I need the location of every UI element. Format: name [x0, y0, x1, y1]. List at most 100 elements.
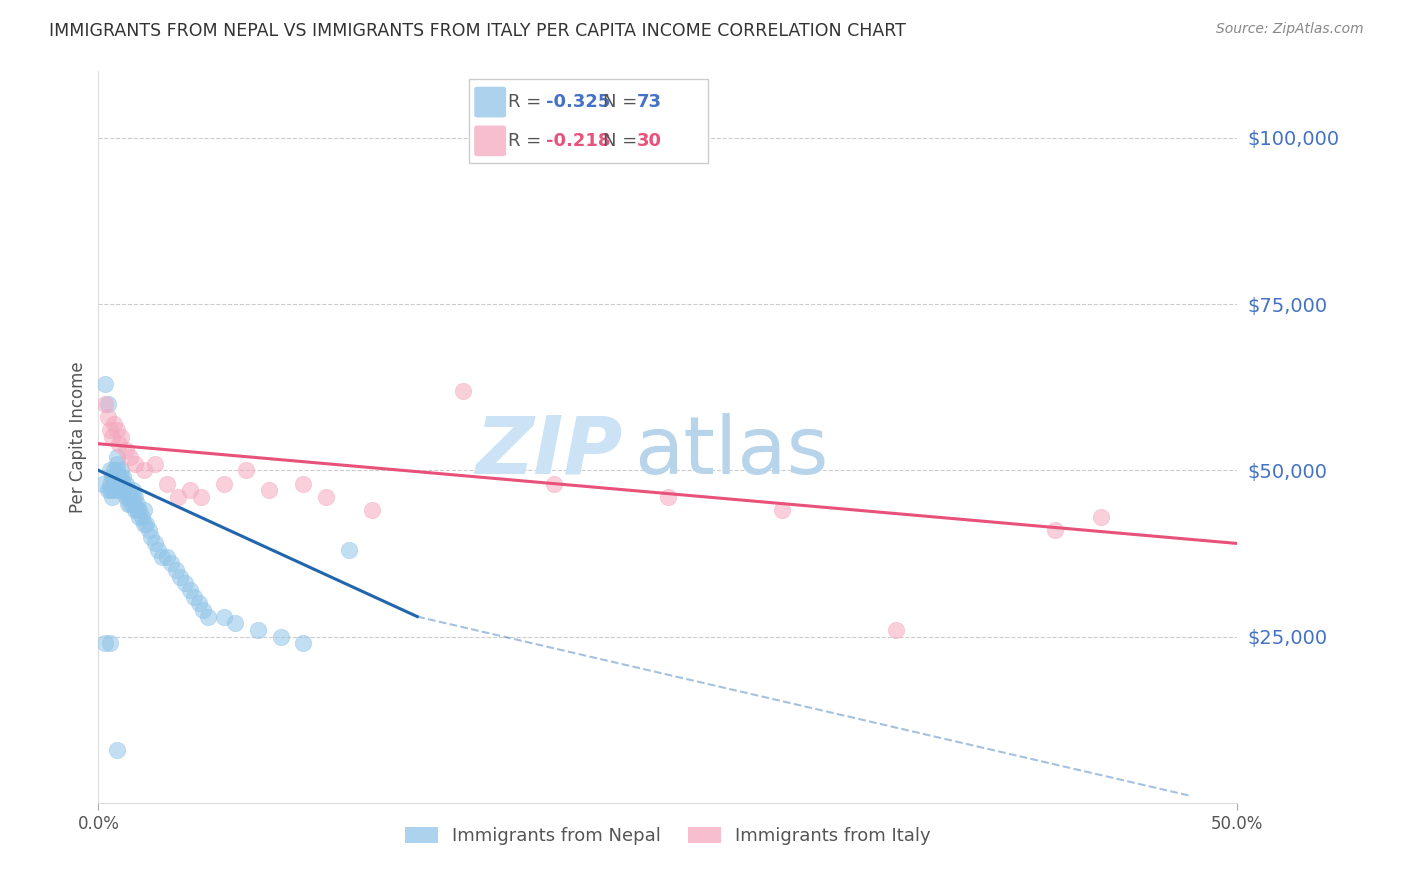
- Text: 73: 73: [637, 93, 662, 112]
- Point: [124, 457, 146, 471]
- Point: [190, 490, 212, 504]
- Point: [120, 450, 142, 464]
- Point: [165, 563, 187, 577]
- Text: -0.218: -0.218: [546, 132, 610, 150]
- Point: [105, 457, 128, 471]
- Point: [212, 609, 235, 624]
- Point: [124, 503, 146, 517]
- Point: [110, 483, 132, 498]
- Point: [117, 490, 139, 504]
- Point: [224, 616, 246, 631]
- Y-axis label: Per Capita Income: Per Capita Income: [69, 361, 87, 513]
- Point: [156, 476, 179, 491]
- Point: [183, 590, 205, 604]
- Text: Source: ZipAtlas.com: Source: ZipAtlas.com: [1216, 22, 1364, 37]
- Point: [197, 609, 219, 624]
- Point: [96, 397, 118, 411]
- Text: -0.325: -0.325: [546, 93, 610, 112]
- Point: [94, 636, 117, 650]
- Point: [98, 476, 121, 491]
- Point: [169, 570, 191, 584]
- Point: [145, 536, 167, 550]
- Point: [150, 549, 173, 564]
- Point: [120, 490, 142, 504]
- Point: [103, 417, 125, 431]
- Point: [127, 497, 149, 511]
- Point: [108, 483, 131, 498]
- Point: [179, 582, 201, 597]
- Point: [132, 516, 155, 531]
- Point: [146, 543, 169, 558]
- Point: [131, 509, 153, 524]
- Point: [105, 463, 128, 477]
- Point: [117, 497, 139, 511]
- Text: N =: N =: [603, 93, 643, 112]
- Point: [174, 576, 197, 591]
- Point: [101, 430, 124, 444]
- Point: [315, 490, 337, 504]
- Point: [543, 476, 565, 491]
- Point: [179, 483, 201, 498]
- Point: [270, 630, 292, 644]
- Point: [193, 603, 215, 617]
- Point: [110, 470, 132, 484]
- Point: [114, 483, 136, 498]
- Point: [121, 490, 143, 504]
- Point: [187, 596, 209, 610]
- Point: [884, 623, 907, 637]
- Text: R =: R =: [509, 132, 547, 150]
- Text: atlas: atlas: [634, 413, 828, 491]
- Point: [139, 530, 162, 544]
- Point: [360, 503, 382, 517]
- Point: [337, 543, 360, 558]
- Point: [451, 384, 474, 398]
- Point: [121, 483, 143, 498]
- Point: [292, 636, 315, 650]
- Point: [114, 443, 136, 458]
- Text: IMMIGRANTS FROM NEPAL VS IMMIGRANTS FROM ITALY PER CAPITA INCOME CORRELATION CHA: IMMIGRANTS FROM NEPAL VS IMMIGRANTS FROM…: [49, 22, 905, 40]
- Point: [135, 516, 157, 531]
- Point: [105, 424, 128, 438]
- Point: [91, 476, 114, 491]
- Point: [98, 636, 121, 650]
- Point: [246, 623, 269, 637]
- Point: [132, 503, 155, 517]
- Text: 30: 30: [637, 132, 662, 150]
- FancyBboxPatch shape: [474, 87, 506, 118]
- Point: [132, 463, 155, 477]
- Point: [138, 523, 160, 537]
- Point: [117, 483, 139, 498]
- Point: [1043, 523, 1066, 537]
- Point: [101, 483, 124, 498]
- Point: [1090, 509, 1112, 524]
- Point: [160, 557, 183, 571]
- Point: [94, 376, 117, 391]
- Point: [105, 450, 128, 464]
- Point: [108, 436, 131, 450]
- Point: [103, 483, 125, 498]
- Point: [657, 490, 679, 504]
- Text: N =: N =: [603, 132, 643, 150]
- Point: [103, 476, 125, 491]
- Point: [167, 490, 190, 504]
- Point: [96, 410, 118, 425]
- Point: [105, 476, 128, 491]
- Point: [112, 483, 135, 498]
- Point: [110, 430, 132, 444]
- Point: [121, 497, 143, 511]
- Point: [259, 483, 281, 498]
- FancyBboxPatch shape: [474, 126, 506, 156]
- Point: [110, 463, 132, 477]
- Point: [105, 742, 128, 756]
- Point: [98, 424, 121, 438]
- Point: [770, 503, 793, 517]
- Point: [98, 483, 121, 498]
- Point: [128, 503, 150, 517]
- Point: [145, 457, 167, 471]
- Point: [120, 497, 142, 511]
- Point: [98, 463, 121, 477]
- Point: [212, 476, 235, 491]
- Point: [114, 476, 136, 491]
- Point: [103, 470, 125, 484]
- Point: [124, 490, 146, 504]
